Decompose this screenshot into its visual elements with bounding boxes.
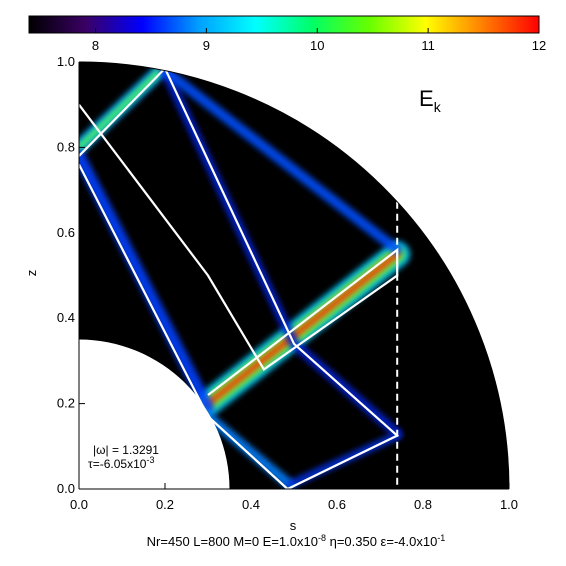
x-tick-label: 0.6 xyxy=(328,497,346,512)
colorbar-tick-label: 11 xyxy=(421,38,435,53)
params-exponent: -1 xyxy=(437,533,445,543)
y-tick-label: 0.4 xyxy=(57,310,75,325)
y-tick-label: 0.2 xyxy=(57,396,75,411)
attractor-secondary xyxy=(78,104,399,396)
quantity-label: Ek xyxy=(419,86,442,115)
x-axis-label: s xyxy=(290,518,297,533)
y-axis-label: z xyxy=(24,270,39,277)
x-tick-label: 0.8 xyxy=(414,497,432,512)
y-tick-label: 1.0 xyxy=(57,54,75,69)
colorbar-tick-label: 9 xyxy=(203,38,210,53)
tau-annotation: τ=-6.05x10-3 xyxy=(88,455,154,471)
spherical-shell xyxy=(79,62,509,489)
y-tick-label: 0.8 xyxy=(57,139,75,154)
x-tick-label: 0.4 xyxy=(242,497,260,512)
colorbar-ticks: 8 9 10 11 12 xyxy=(92,28,546,53)
axes: 0.0 0.2 0.4 0.6 0.8 1.0 0.0 0.2 0.4 0.6 0.8 1.0 xyxy=(57,54,518,512)
colorbar-tick-label: 12 xyxy=(532,38,546,53)
plot-area: 0.0 0.2 0.4 0.6 0.8 1.0 0.0 0.2 0.4 0.6 0.8 1.0 xyxy=(57,54,518,512)
params-text: Nr=450 L=800 M=0 E=1.0x10 xyxy=(147,534,318,549)
energy-beam xyxy=(160,65,403,255)
colorbar: 8 9 10 11 12 xyxy=(28,15,546,53)
omega-annotation: |ω| = 1.3291 xyxy=(93,443,159,457)
params-text: η=0.350 ε=-4.0x10 xyxy=(326,534,437,549)
x-tick-label: 0.0 xyxy=(70,497,88,512)
energy-beam xyxy=(79,149,214,414)
colorbar-frame xyxy=(28,15,540,34)
x-tick-label: 0.2 xyxy=(156,497,174,512)
energy-beam xyxy=(79,63,168,151)
parameters-line: Nr=450 L=800 M=0 E=1.0x10-8 η=0.350 ε=-4… xyxy=(147,533,446,549)
x-tick-label: 1.0 xyxy=(500,497,518,512)
energy-beam xyxy=(204,250,401,408)
y-tick-label: 0.0 xyxy=(57,481,75,496)
colorbar-gradient xyxy=(29,16,539,33)
colorbar-tick-label: 10 xyxy=(310,38,324,53)
params-exponent: -8 xyxy=(318,533,326,543)
outer-boundary xyxy=(78,61,510,490)
y-tick-label: 0.6 xyxy=(57,225,75,240)
colorbar-tick-label: 8 xyxy=(92,38,99,53)
